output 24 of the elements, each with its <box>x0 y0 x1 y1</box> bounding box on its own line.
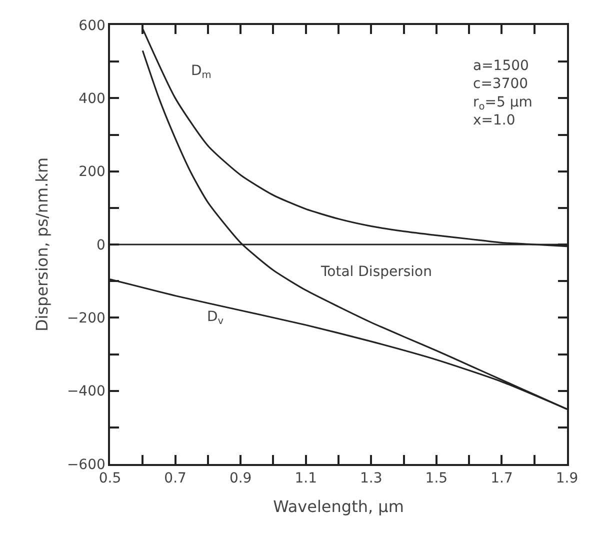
annotation: x=1.0 <box>473 112 516 129</box>
x-tick-label: 1.3 <box>360 470 382 487</box>
y-tick-label: 600 <box>78 18 106 34</box>
x-tick-label: 1.1 <box>294 470 317 487</box>
x-tick-label: 0.7 <box>164 470 186 487</box>
x-tick-label: 1.5 <box>425 470 448 487</box>
y-tick-label: 200 <box>78 164 106 180</box>
y-tick-label: −400 <box>66 384 106 400</box>
annotation: a=1500 <box>473 58 529 74</box>
series-label: Total Dispersion <box>320 264 432 280</box>
series-label: D$_{m}$ <box>191 63 212 81</box>
y-tick-label: −200 <box>66 310 106 327</box>
annotation: r$_{o}$=5 μm <box>473 94 532 112</box>
x-tick-label: 1.7 <box>490 470 513 487</box>
x-tick-label: 0.9 <box>229 470 252 487</box>
y-tick-label: 0 <box>96 237 106 254</box>
y-tick-label: −600 <box>66 456 106 473</box>
annotation: c=3700 <box>473 76 528 92</box>
y-tick-label: 400 <box>78 91 106 108</box>
x-axis-title: Wavelength, μm <box>273 496 404 516</box>
x-tick-label: 0.5 <box>98 470 122 487</box>
x-tick-label: 1.9 <box>556 470 578 487</box>
y-axis-title: Dispersion, ps/nm.km <box>32 157 52 332</box>
series-label: D$_{v}$ <box>207 309 224 327</box>
